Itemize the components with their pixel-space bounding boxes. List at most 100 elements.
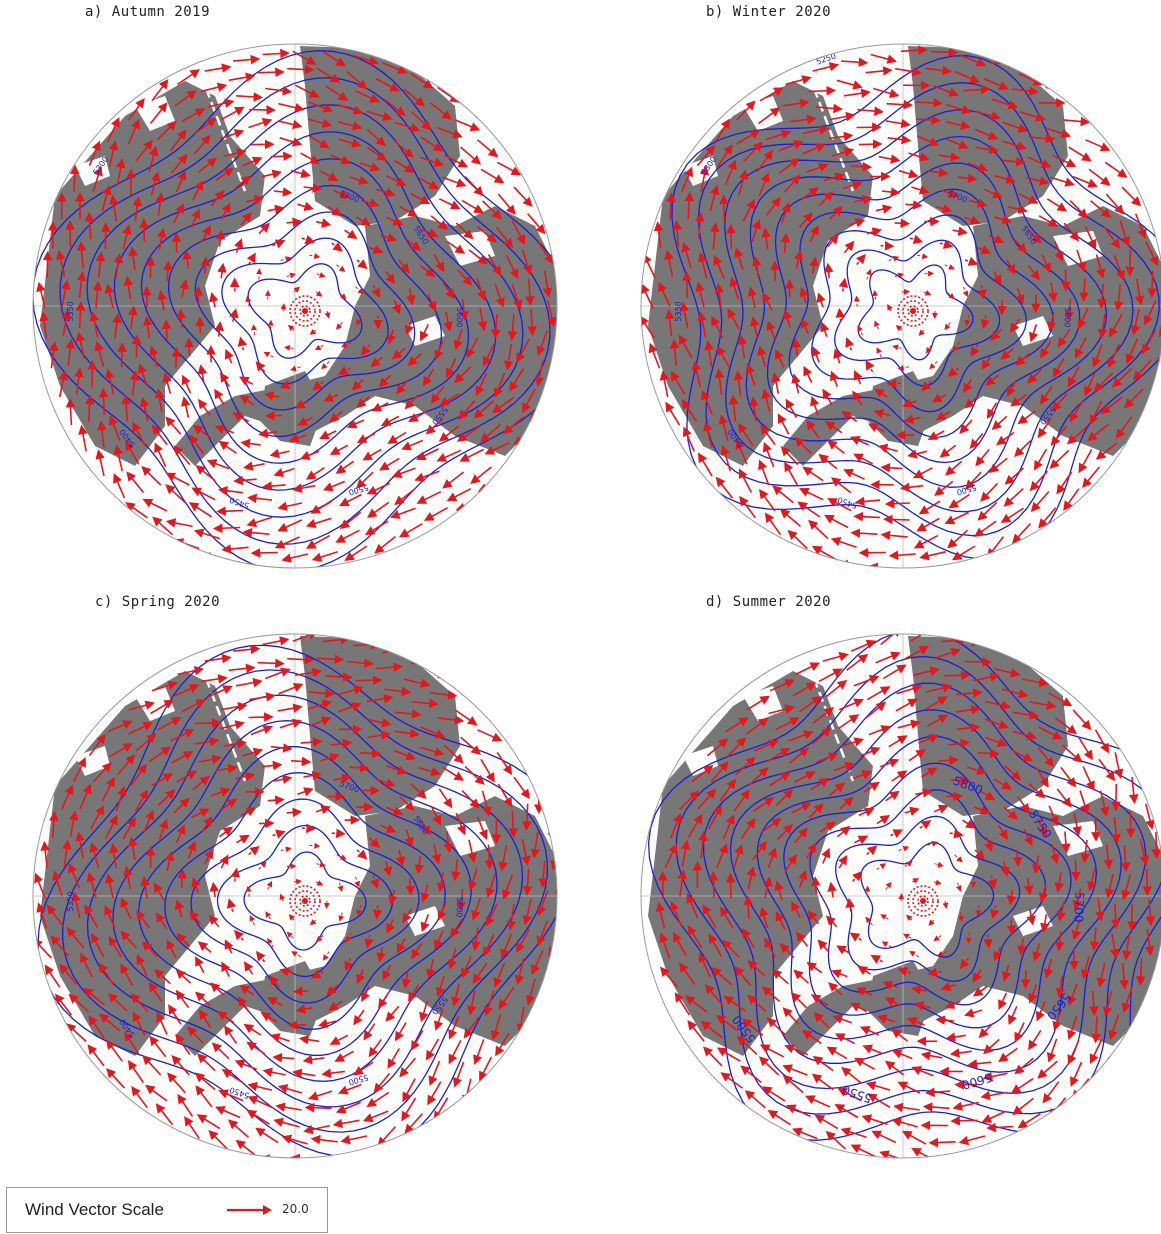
wind-vector <box>1050 425 1068 446</box>
wind-vector <box>945 103 972 115</box>
wind-vector <box>127 118 140 145</box>
wind-vector <box>385 216 404 226</box>
wind-vector <box>98 387 109 415</box>
wind-vector <box>233 54 261 65</box>
wind-vector <box>988 457 1008 473</box>
wind-vector <box>375 187 396 198</box>
wind-vector <box>277 119 303 130</box>
wind-vector <box>149 345 159 368</box>
wind-vector <box>132 196 143 222</box>
wind-vector <box>95 251 106 279</box>
wind-vector <box>142 315 153 338</box>
wind-vector <box>1006 259 1016 275</box>
wind-vector <box>321 361 330 370</box>
wind-vector <box>258 222 271 235</box>
wind-vector <box>84 211 95 239</box>
wind-vector <box>383 550 406 567</box>
wind-vector <box>438 425 460 442</box>
wind-vector <box>854 496 881 507</box>
wind-vector <box>207 98 235 108</box>
wind-vector <box>1004 467 1024 485</box>
wind-vector <box>351 379 364 391</box>
wind-vector <box>188 502 213 518</box>
wind-vector <box>157 290 167 311</box>
wind-vector <box>843 88 871 98</box>
wind-vector <box>194 718 222 728</box>
wind-vector <box>286 217 303 227</box>
geopotential-contour <box>86 104 524 518</box>
wind-vector <box>935 204 953 214</box>
wind-vector <box>491 396 515 414</box>
wind-vector <box>262 48 290 59</box>
wind-vector <box>975 144 999 155</box>
vortex-core <box>920 898 926 904</box>
wind-vector <box>1015 352 1031 366</box>
wind-vector <box>1108 1069 1122 1095</box>
wind-vector <box>991 415 1008 431</box>
wind-vector <box>105 368 115 395</box>
wind-vector <box>853 369 863 385</box>
wind-vector <box>419 324 430 342</box>
wind-vector <box>215 229 226 247</box>
wind-vector <box>780 446 799 466</box>
wind-vector <box>356 315 362 326</box>
vortex-ring <box>294 300 316 322</box>
wind-vector <box>94 340 105 367</box>
wind-vector <box>128 98 145 121</box>
wind-vector <box>827 498 852 512</box>
wind-vector <box>547 373 557 400</box>
wind-vector <box>471 1091 483 1119</box>
wind-vector <box>806 419 820 439</box>
wind-vector <box>88 140 101 167</box>
wind-vector <box>926 345 932 354</box>
wind-vector <box>495 226 514 249</box>
wind-vector <box>455 222 474 240</box>
wind-vector <box>456 268 473 286</box>
wind-vector <box>1072 175 1098 188</box>
wind-vector <box>221 544 249 554</box>
wind-vector <box>430 215 448 230</box>
wind-vector <box>947 292 955 300</box>
wind-vector <box>733 370 744 396</box>
wind-vector <box>453 328 463 351</box>
date-line <box>188 45 247 192</box>
wind-vector <box>427 294 437 312</box>
wind-vector <box>1030 491 1050 513</box>
wind-vector <box>865 268 872 280</box>
wind-vector <box>437 86 460 103</box>
wind-vector <box>875 204 893 214</box>
wind-vector <box>366 501 390 518</box>
wind-vector <box>991 98 1019 110</box>
wind-vector <box>886 99 914 110</box>
wind-vector <box>1145 241 1158 267</box>
wind-vector <box>835 307 846 322</box>
wind-vector <box>728 394 739 422</box>
wind-vector <box>1134 278 1145 306</box>
wind-vector <box>194 117 217 135</box>
wind-vector <box>1084 226 1097 250</box>
wind-vector <box>76 241 87 269</box>
contour-label: 5700 <box>1071 892 1086 923</box>
wind-vector <box>404 318 414 336</box>
wind-vector <box>853 511 881 522</box>
wind-vector <box>398 523 423 538</box>
wind-vector <box>880 462 903 473</box>
wind-vector <box>945 120 971 130</box>
wind-vector <box>279 380 294 390</box>
wind-vector <box>964 396 978 409</box>
wind-vector <box>907 449 928 459</box>
wind-vector <box>1108 313 1123 338</box>
wind-vector <box>364 520 389 536</box>
wind-vector <box>181 396 191 418</box>
wind-vector <box>371 402 389 412</box>
wind-vector <box>829 205 843 220</box>
wind-vector <box>278 102 305 113</box>
wind-vector <box>215 167 234 182</box>
wind-vector <box>355 286 364 295</box>
wind-vector <box>378 374 392 388</box>
wind-vector <box>781 202 791 224</box>
wind-vector <box>743 141 763 162</box>
wind-vector <box>1071 501 1090 523</box>
wind-vector <box>209 291 219 308</box>
wind-vector <box>974 520 997 537</box>
